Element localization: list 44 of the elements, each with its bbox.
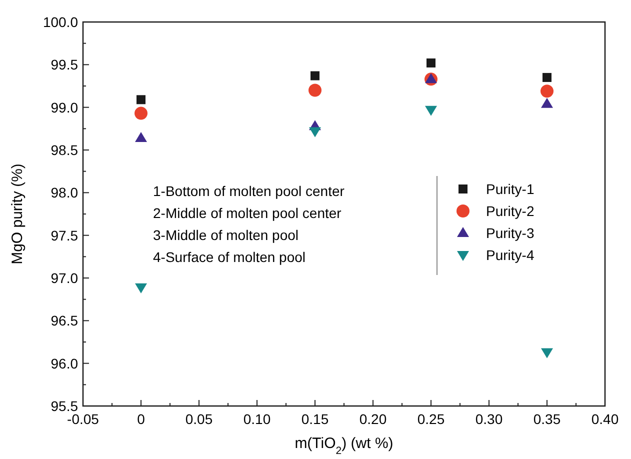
annotation: 2-Middle of molten pool center: [153, 205, 342, 221]
point: [541, 348, 553, 358]
point: [542, 72, 552, 82]
y-tick-label: 97.0: [50, 270, 78, 286]
y-tick-label: 95.5: [50, 398, 78, 414]
y-tick-label: 96.5: [50, 312, 78, 329]
x-axis-title: m(TiO$_{2}$) (wt %): [294, 435, 394, 457]
x-tick-label: 0.25: [417, 411, 445, 427]
y-tick-label: 98.5: [50, 142, 78, 158]
x-tick-label: 0: [137, 411, 146, 427]
legend-label: Purity-1: [486, 181, 534, 197]
point: [135, 132, 147, 142]
point: [425, 73, 437, 84]
y-tick-label: 99.5: [50, 56, 78, 73]
point: [425, 106, 437, 116]
point: [541, 98, 553, 108]
annotation: 3-Middle of molten pool: [153, 227, 299, 243]
point: [134, 106, 148, 120]
point: [540, 84, 554, 98]
point: [308, 84, 322, 97]
point: [309, 127, 321, 138]
x-tick-label: -0.05: [67, 411, 100, 427]
legend-label: Purity-4: [486, 247, 534, 263]
point: [136, 95, 146, 104]
x-tick-label: 0.10: [243, 411, 271, 427]
y-tick-label: 98.0: [50, 184, 78, 201]
point: [135, 283, 147, 294]
point: [310, 71, 320, 80]
y-axis-title: MgO purity (%): [9, 164, 26, 264]
y-tick-label: 97.5: [50, 227, 78, 244]
x-tick-label: 0.05: [185, 411, 213, 427]
x-tick-label: 0.20: [359, 411, 387, 427]
annotation: 4-Surface of molten pool: [153, 249, 306, 265]
annotation: 1-Bottom of molten pool center: [153, 183, 345, 199]
y-tick-label: 99.0: [50, 99, 78, 116]
y-tick-label: 96.0: [50, 355, 78, 372]
legend-label: Purity-3: [486, 225, 534, 241]
legend-label: Purity-2: [486, 203, 534, 219]
point: [426, 58, 436, 68]
x-tick-label: 0.15: [301, 411, 329, 427]
x-tick-label: 0.35: [533, 411, 561, 427]
x-tick-label: 0.30: [475, 411, 503, 427]
y-tick-label: 100.0: [42, 14, 78, 30]
x-tick-label: 0.40: [591, 411, 619, 427]
